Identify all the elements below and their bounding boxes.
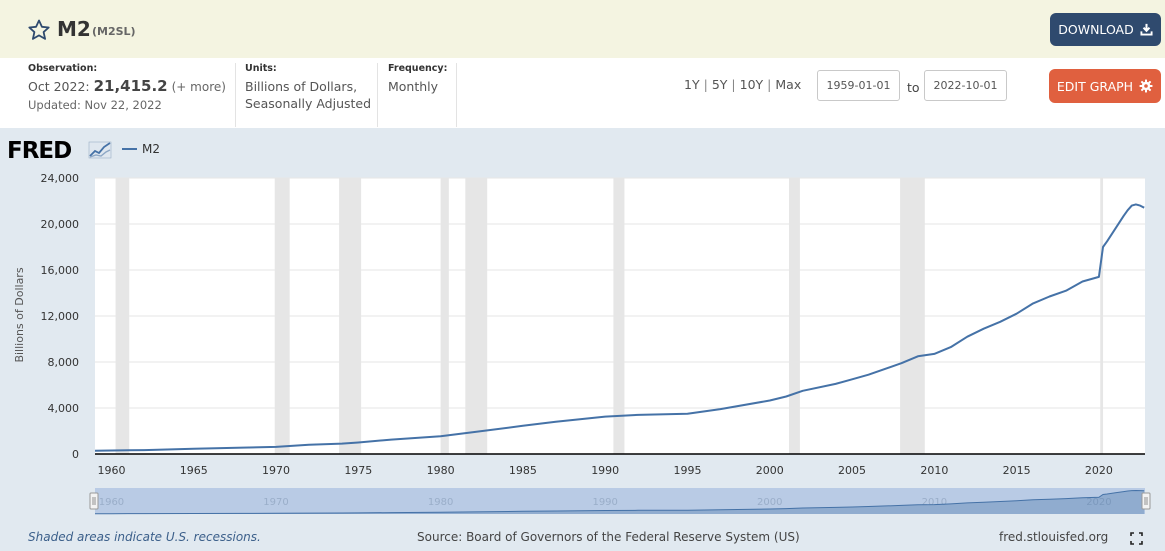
navigator-label: 1970 [263,497,288,508]
fred-logo: FRED [7,138,71,164]
source-text: Source: Board of Governors of the Federa… [417,530,800,544]
edit-graph-button[interactable]: EDIT GRAPH [1049,69,1161,103]
fullscreen-icon[interactable] [1130,532,1143,545]
navigator-label: 1980 [428,497,453,508]
series-title: M2 [57,17,91,41]
download-button[interactable]: DOWNLOAD [1050,13,1161,46]
observation-block: Observation: Oct 2022: 21,415.2 (+ more)… [28,63,236,127]
x-tick-label: 2000 [756,464,784,477]
more-link[interactable]: (+ more) [171,80,226,94]
units-line-1: Billions of Dollars, [245,79,358,94]
navigator-series-line [95,489,1145,515]
navigator-label: 2010 [922,497,947,508]
x-tick-label: 1990 [591,464,619,477]
download-icon [1140,23,1153,36]
frequency-label: Frequency: [388,63,448,74]
x-tick-label: 2020 [1085,464,1113,477]
navigator-handle-right[interactable] [1141,492,1151,510]
legend-label: M2 [142,142,160,156]
x-tick-label: 1970 [262,464,290,477]
edit-graph-label: EDIT GRAPH [1056,78,1134,94]
units-label: Units: [245,63,277,74]
frequency-block: Frequency: Monthly [388,63,457,127]
x-tick-label: 2010 [920,464,948,477]
range-divider: | [703,77,708,92]
chart-svg: FRED M2 0 4,000 8,000 12,000 16,000 20,000 24,… [7,138,1151,515]
x-tick-label: 2005 [838,464,866,477]
y-tick-label: 8,000 [48,356,80,369]
observation-value: 21,415.2 [93,77,168,95]
navigator-label: 1990 [592,497,617,508]
site-link[interactable]: fred.stlouisfed.org [999,530,1109,544]
fred-logo-graph-icon [88,141,112,159]
range-divider: | [767,77,772,92]
units-block: Units: Billions of Dollars, Seasonally A… [245,63,378,127]
x-tick-label: 1980 [427,464,455,477]
x-tick-label: 1995 [673,464,701,477]
series-id: (M2SL) [92,25,136,38]
navigator-track[interactable] [95,488,1145,514]
x-tick-label: 2015 [1003,464,1031,477]
recession-note: Shaded areas indicate U.S. recessions. [28,530,261,544]
range-1y[interactable]: 1Y [684,77,700,92]
download-label: DOWNLOAD [1058,22,1134,37]
range-selector: 1Y | 5Y | 10Y | Max [684,77,801,92]
observation-line: Oct 2022: 21,415.2 (+ more) [28,78,235,96]
units-line-2: Seasonally Adjusted [245,96,372,111]
y-tick-label: 12,000 [41,310,80,323]
y-tick-label: 24,000 [41,172,80,185]
navigator-series-area [95,490,1145,514]
frequency-value: Monthly [388,79,439,94]
y-tick-label: 16,000 [41,264,80,277]
range-divider: | [731,77,736,92]
range-max[interactable]: Max [775,77,802,92]
x-tick-label: 1960 [97,464,125,477]
range-5y[interactable]: 5Y [711,77,728,92]
navigator-label: 2020 [1086,497,1111,508]
series-line-m2 [94,203,1145,452]
star-icon[interactable] [27,18,51,42]
x-tick-label: 1985 [509,464,537,477]
y-tick-label: 20,000 [41,218,80,231]
to-label: to [907,80,920,95]
x-tick-label: 1965 [180,464,208,477]
y-axis-label: Billions of Dollars [13,267,26,362]
x-tick-label: 1975 [344,464,372,477]
start-date-input[interactable]: 1959-01-01 [817,70,900,101]
y-tick-label: 4,000 [48,402,80,415]
gear-icon [1139,79,1153,93]
navigator-handle-left[interactable] [89,492,99,510]
y-tick-label: 0 [72,448,79,461]
updated-date: Updated: Nov 22, 2022 [28,98,162,112]
observation-period: Oct 2022: [28,79,90,94]
range-10y[interactable]: 10Y [739,77,764,92]
navigator-label: 1960 [99,497,124,508]
observation-label: Observation: [28,63,98,74]
units-value: Billions of Dollars, Seasonally Adjusted [245,78,377,112]
end-date-input[interactable]: 2022-10-01 [924,70,1007,101]
navigator-label: 2000 [757,497,782,508]
header-bar: M2 (M2SL) DOWNLOAD [0,0,1165,58]
